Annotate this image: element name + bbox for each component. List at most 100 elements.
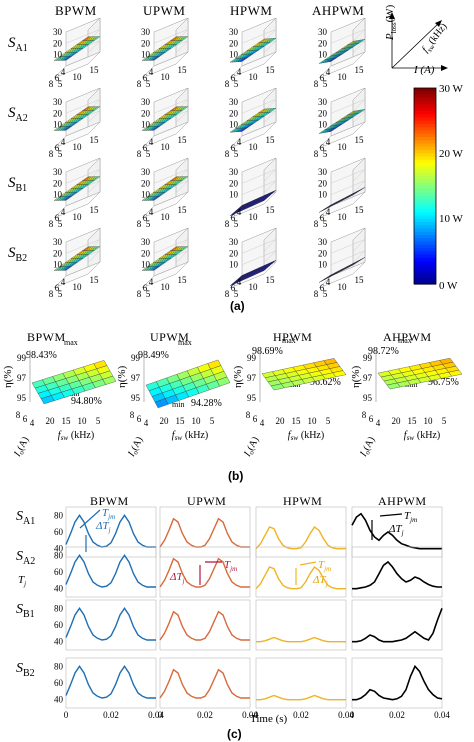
z-tick-label: 30: [53, 97, 63, 107]
panel-c-title-bpwm: BPWM: [90, 494, 129, 508]
tj-x-tick: 0: [254, 710, 259, 720]
tj-series-line: [256, 694, 346, 701]
efficiency-freq-tick: 20: [276, 416, 286, 426]
efficiency-y-tick: 99: [247, 353, 257, 363]
tj-x-tick: 0: [158, 710, 163, 720]
panel-c-title-hpwm: HPWM: [283, 494, 323, 508]
colorbar-segment: [414, 235, 436, 239]
tj-plot-frame: [351, 657, 443, 709]
surface-cell: [357, 187, 366, 192]
panel-b-title-upwm: UPWM: [150, 330, 190, 344]
colorbar-segment: [414, 94, 436, 99]
freq-tick-label: 5: [323, 219, 328, 229]
z-tick-label: 20: [318, 38, 328, 48]
tj-y-tick: 80: [54, 510, 64, 520]
z-tick-label: 10: [141, 190, 151, 200]
tj-plot-bpwm-s_a2: [65, 546, 157, 598]
colorbar-segment: [414, 107, 436, 112]
efficiency-current-tick: 4: [30, 418, 35, 428]
current-tick-label: 4: [326, 67, 331, 77]
colorbar-segment: [414, 179, 436, 184]
current-tick-label: 6: [231, 73, 236, 83]
tj-plot-hpwm-s_b2: [255, 657, 347, 709]
efficiency-y-tick: 99: [17, 353, 27, 363]
panel-a-row-label-sb2: SB2: [8, 245, 28, 264]
z-tick-label: 30: [53, 237, 63, 247]
colorbar-segment: [414, 91, 436, 96]
surface-cell: [179, 106, 189, 111]
tj-x-tick: 0.04: [434, 710, 450, 720]
z-tick-label: 10: [318, 120, 328, 130]
tj-plot-frame: [65, 546, 157, 598]
surface-plot-upwm-s_b1: [141, 157, 189, 219]
freq-tick-label: 10: [338, 212, 348, 222]
efficiency-freq-tick: 15: [408, 416, 418, 426]
efficiency-xlabel-freq: fsw (kHz): [172, 430, 208, 442]
freq-tick-label: 5: [146, 79, 151, 89]
panel-b-maxword-hpwm: max: [282, 336, 296, 345]
colorbar-segment: [414, 133, 436, 138]
surface-floor: [229, 121, 277, 149]
z-tick-label: 30: [229, 97, 239, 107]
z-tick-label: 10: [141, 50, 151, 60]
current-tick-label: 4: [326, 207, 331, 217]
z-tick-label: 20: [229, 248, 239, 258]
freq-tick-label: 15: [355, 275, 365, 285]
z-tick-label: 10: [229, 50, 239, 60]
colorbar-label-0: 0 W: [439, 280, 458, 292]
z-tick-label: 30: [229, 167, 239, 177]
colorbar-segment: [414, 114, 436, 118]
colorbar-segment: [414, 186, 436, 190]
z-tick-label: 20: [229, 108, 239, 118]
surface-gridline: [241, 250, 277, 265]
z-tick-label: 10: [318, 190, 328, 200]
current-tick-label: 8: [314, 219, 319, 229]
colorbar-segment: [414, 264, 436, 269]
current-tick-label: 6: [55, 213, 60, 223]
tj-series-line: [159, 668, 250, 699]
tj-series-line: [65, 665, 156, 699]
z-tick-label: 30: [229, 237, 239, 247]
current-tick-label: 8: [49, 149, 54, 159]
panel-a-row-label-sa1: SA1: [8, 35, 28, 54]
freq-tick-label: 15: [90, 275, 100, 285]
colorbar-segment: [414, 208, 436, 213]
surface-gridline: [330, 180, 366, 195]
z-tick-label: 20: [318, 248, 328, 258]
surface-cell: [357, 39, 366, 44]
current-tick-label: 8: [225, 149, 230, 159]
surface-floor: [318, 51, 366, 79]
freq-tick-label: 15: [178, 275, 188, 285]
z-tick-label: 20: [53, 38, 63, 48]
surface-plot-hpwm-s_a1: [229, 17, 277, 79]
current-tick-label: 4: [237, 207, 242, 217]
colorbar-segment: [414, 166, 436, 171]
surface-plot-bpwm-s_a1: [53, 17, 101, 79]
efficiency-current-tick: 4: [144, 418, 149, 428]
tj-plot-frame: [255, 657, 347, 709]
tj-plot-bpwm-s_b1: [65, 599, 157, 651]
efficiency-xlabel-current: Io(A): [126, 435, 147, 460]
efficiency-current-tick: 6: [23, 414, 28, 424]
tj-plot-ahpwm-s_a2: [351, 546, 443, 598]
efficiency-freq-tick: 5: [326, 416, 331, 426]
tj-y-tick: 80: [54, 661, 64, 671]
z-tick-label: 30: [141, 97, 151, 107]
tj-series-line: [352, 664, 443, 701]
efficiency-cell: [102, 375, 117, 385]
freq-tick-label: 10: [249, 72, 259, 82]
annot-tjm-bpwm: Tjm: [102, 507, 116, 522]
tj-x-tick: 0.04: [338, 710, 354, 720]
freq-tick-label: 15: [266, 205, 276, 215]
surface-plot-upwm-s_a2: [141, 87, 189, 149]
surface-cell: [91, 176, 101, 181]
tj-plot-frame: [65, 599, 157, 651]
current-tick-label: 6: [55, 143, 60, 153]
freq-tick-label: 5: [146, 149, 151, 159]
tj-x-tick: 0: [350, 710, 355, 720]
current-tick-label: 8: [225, 79, 230, 89]
annot-dtj-bpwm: ΔTj: [96, 520, 111, 535]
efficiency-y-tick: 99: [363, 353, 373, 363]
freq-tick-label: 10: [249, 282, 259, 292]
colorbar-segment: [414, 163, 436, 167]
